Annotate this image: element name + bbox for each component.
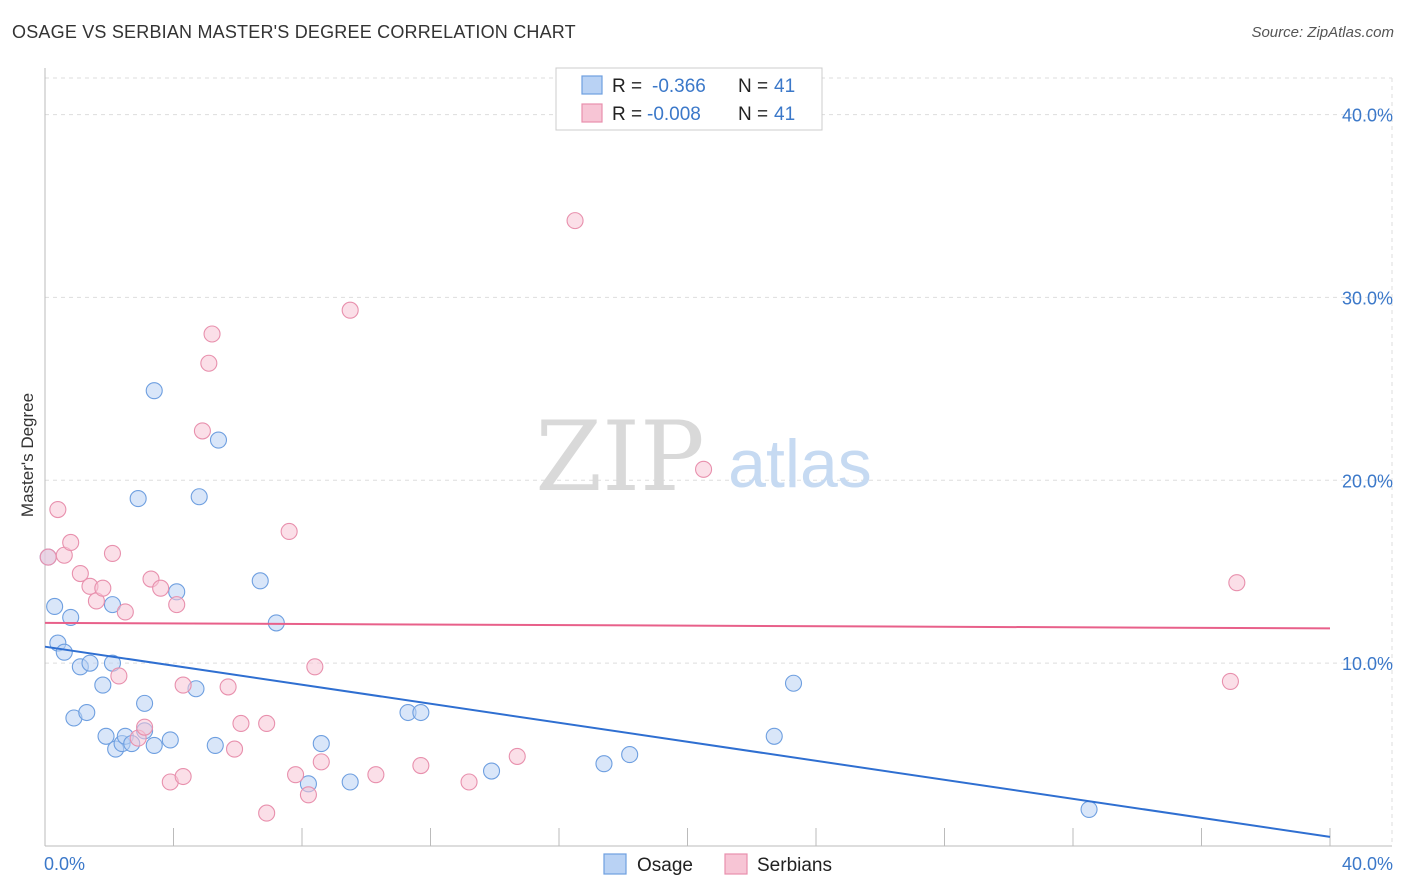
data-point-serbians	[412, 756, 430, 775]
legend-r-value: -0.008	[647, 104, 701, 125]
data-point-serbians	[566, 212, 584, 230]
data-point-serbians	[1228, 574, 1246, 592]
data-point-osage	[595, 755, 613, 773]
data-point-osage	[765, 727, 783, 745]
x-tick-label: 40.0%	[1342, 854, 1393, 874]
data-point-serbians	[116, 603, 134, 621]
series-legend: Osage Serbians	[603, 853, 832, 876]
data-point-osage	[97, 727, 115, 745]
data-point-osage	[103, 596, 122, 614]
data-point-osage	[81, 654, 99, 672]
chart-title: OSAGE VS SERBIAN MASTER'S DEGREE CORRELA…	[12, 22, 576, 42]
data-point-serbians	[341, 301, 359, 319]
data-point-serbians	[193, 422, 211, 440]
legend-r-label: R =	[612, 104, 642, 125]
data-point-osage	[129, 490, 147, 508]
data-point-serbians	[136, 718, 154, 736]
data-point-osage	[312, 735, 330, 753]
data-point-serbians	[219, 678, 237, 696]
data-point-serbians	[460, 773, 478, 791]
data-point-osage	[206, 736, 224, 754]
data-point-serbians	[280, 522, 298, 541]
data-point-serbians	[49, 500, 67, 519]
data-point-serbians	[232, 714, 250, 733]
data-point-osage	[161, 731, 179, 749]
legend-label-serbians: Serbians	[757, 855, 832, 876]
stats-legend: R = -0.366 N = 41 R = -0.008 N = 41	[555, 67, 823, 131]
data-point-serbians	[39, 548, 57, 566]
y-tick-label: 30.0%	[1342, 288, 1393, 308]
data-point-serbians	[312, 753, 330, 771]
data-point-osage	[145, 382, 163, 400]
data-point-osage	[341, 773, 359, 791]
grid-lines	[45, 77, 1393, 846]
data-point-osage	[78, 703, 96, 722]
data-point-serbians	[103, 544, 122, 562]
data-point-serbians	[695, 460, 713, 478]
watermark-zip: ZIP	[535, 401, 704, 513]
data-point-serbians	[71, 564, 89, 583]
data-point-osage	[209, 431, 228, 449]
legend-swatch-osage	[603, 853, 627, 875]
legend-label-osage: Osage	[637, 855, 693, 876]
data-point-serbians	[174, 767, 192, 786]
data-point-serbians	[306, 658, 324, 676]
data-point-osage	[145, 736, 163, 754]
data-point-serbians	[110, 667, 128, 685]
y-axis-label: Master's Degree	[18, 393, 37, 517]
data-point-serbians	[203, 325, 221, 343]
axes	[44, 68, 1392, 847]
data-point-serbians	[258, 804, 276, 822]
legend-r-label: R =	[612, 76, 642, 97]
data-point-osage	[621, 746, 639, 764]
legend-n-label: N =	[738, 104, 768, 125]
data-point-serbians	[367, 766, 385, 784]
y-tick-label: 20.0%	[1342, 471, 1393, 491]
data-point-osage	[62, 608, 80, 626]
source-label: Source: ZipAtlas.com	[1251, 24, 1394, 41]
legend-swatch-serbians	[724, 853, 748, 875]
legend-n-value: 41	[774, 104, 795, 125]
data-point-serbians	[200, 354, 218, 372]
data-point-serbians	[152, 579, 170, 597]
legend-n-value: 41	[774, 76, 795, 97]
data-point-osage	[412, 703, 430, 722]
legend-n-label: N =	[738, 76, 768, 97]
data-point-serbians	[174, 676, 192, 694]
data-point-osage	[190, 488, 208, 506]
watermark: ZIP atlas	[535, 401, 871, 513]
data-point-serbians	[508, 747, 526, 765]
watermark-atlas: atlas	[728, 426, 872, 502]
data-point-serbians	[299, 786, 317, 804]
legend-swatch-serbians	[581, 103, 603, 123]
y-tick-label: 40.0%	[1342, 106, 1393, 126]
y-tick-label: 10.0%	[1342, 654, 1393, 674]
data-point-osage	[1080, 800, 1098, 818]
x-tick-label: 0.0%	[44, 854, 85, 874]
legend-r-value: -0.366	[652, 76, 706, 97]
trend-line-osage	[44, 645, 1331, 838]
trend-line-serbians	[44, 621, 1331, 630]
data-point-serbians	[62, 533, 80, 552]
data-points	[39, 212, 1246, 822]
data-point-osage	[55, 643, 73, 661]
data-point-serbians	[1221, 672, 1239, 690]
data-point-osage	[784, 674, 803, 692]
data-point-serbians	[94, 579, 112, 597]
trend-lines	[44, 621, 1331, 838]
data-point-serbians	[258, 714, 276, 733]
data-point-osage	[46, 597, 64, 616]
data-point-serbians	[287, 766, 305, 784]
data-point-osage	[482, 762, 501, 780]
tick-labels: 10.0% 20.0% 30.0% 40.0% 0.0% 40.0%	[44, 106, 1393, 874]
data-point-osage	[136, 694, 154, 712]
legend-swatch-osage	[581, 75, 603, 95]
data-point-osage	[94, 676, 112, 694]
data-point-serbians	[168, 596, 186, 614]
data-point-serbians	[225, 740, 244, 758]
data-point-osage	[251, 572, 269, 590]
